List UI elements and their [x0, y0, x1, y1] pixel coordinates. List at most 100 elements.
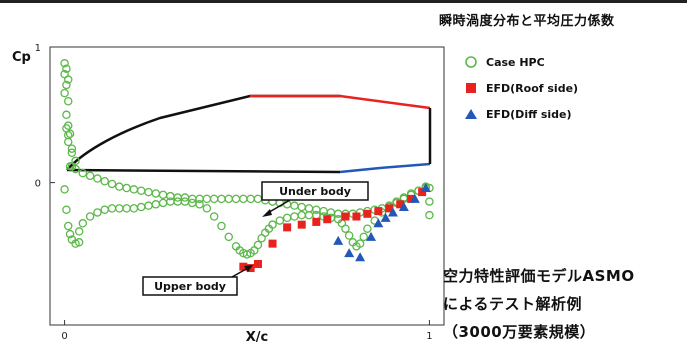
plot-frame — [49, 46, 445, 326]
case-hpc-point — [115, 182, 124, 191]
case-hpc-point — [209, 194, 219, 204]
under-body-label: Under body — [279, 185, 351, 198]
case-hpc-point — [63, 130, 73, 140]
case-hpc-point — [344, 231, 354, 240]
legend-label-efd-roof: EFD(Roof side) — [486, 81, 579, 95]
efd-diff-point — [355, 252, 366, 262]
case-hpc-point — [224, 232, 234, 242]
chart-annotations: Under body Upper body — [142, 181, 369, 296]
case-hpc-point — [231, 194, 241, 204]
case-hpc-point — [359, 232, 368, 242]
case-hpc-point — [71, 239, 80, 248]
case-hpc-point — [268, 220, 277, 229]
efd-roof-point — [253, 259, 262, 268]
efd-diff-point — [373, 218, 384, 228]
legend-label-case-hpc: Case HPC — [486, 55, 545, 69]
case-hpc-point — [62, 64, 71, 73]
case-hpc-point — [63, 137, 73, 147]
efd-roof-point — [341, 212, 350, 221]
case-hpc-point — [224, 194, 234, 204]
case-hpc-point — [158, 198, 168, 208]
case-hpc-point — [195, 200, 204, 209]
efd-roof-point — [363, 209, 372, 218]
efd-diff-point — [398, 202, 409, 212]
page-heading: 瞬時渦度分布と平均圧力係数 — [439, 14, 615, 29]
case-hpc-point — [290, 201, 299, 210]
case-hpc-point — [78, 168, 88, 178]
case-hpc-point — [85, 212, 95, 221]
case-hpc-point — [151, 189, 161, 198]
under-body-box — [261, 181, 369, 201]
upper-body-label: Upper body — [154, 280, 226, 293]
case-hpc-point — [144, 201, 153, 210]
case-hpc-point — [63, 221, 73, 231]
case-hpc-point — [297, 202, 306, 212]
legend-item-case-hpc: Case HPC — [462, 49, 578, 75]
case-hpc-point — [63, 96, 73, 106]
efd-roof-point — [407, 194, 416, 203]
case-hpc-point — [93, 208, 102, 217]
case-hpc-point — [65, 229, 75, 239]
x-axis-label: X/c — [246, 330, 268, 345]
open-circle-icon — [462, 55, 480, 69]
profile-roof-red — [250, 94, 431, 110]
caption-line-1: 空力特性評価モデルASMO — [443, 267, 635, 285]
case-hpc-point — [60, 88, 69, 98]
efd-roof-point — [297, 220, 306, 229]
case-hpc-point — [246, 194, 255, 204]
efd-roof-point — [374, 207, 383, 216]
x-tick-label: 1 — [426, 331, 432, 342]
filled-square-icon — [462, 81, 480, 95]
case-hpc-point — [78, 219, 88, 228]
case-hpc-point — [253, 194, 263, 204]
case-hpc-point — [253, 240, 263, 250]
case-hpc-point — [304, 210, 314, 220]
y-tick-label: 1 — [35, 43, 41, 54]
efd-diff-point — [366, 231, 377, 241]
case-hpc-point — [71, 164, 80, 174]
case-hpc-point — [355, 239, 365, 248]
case-hpc-point — [297, 210, 306, 220]
case-hpc-point — [107, 179, 117, 189]
case-hpc-point — [275, 216, 285, 225]
under-body-arrowhead — [262, 209, 272, 217]
case-hpc-point — [67, 148, 77, 158]
case-hpc-point — [202, 204, 212, 213]
case-hpc-point — [85, 171, 95, 181]
efd-diff-point — [409, 193, 420, 203]
case-hpc-point — [290, 212, 299, 221]
y-axis-label: Cp — [12, 50, 31, 65]
efd-diff-point — [380, 212, 391, 222]
case-hpc-point — [74, 227, 84, 236]
top-rule — [0, 0, 687, 3]
chart-marks — [60, 59, 434, 273]
case-hpc-point — [282, 213, 292, 223]
efd-roof-point — [396, 200, 405, 209]
case-hpc-point — [62, 80, 71, 90]
case-hpc-point — [242, 250, 252, 259]
profile-upper-black — [66, 94, 340, 171]
case-hpc-point — [122, 183, 131, 193]
efd-roof-point — [239, 262, 248, 271]
efd-diff-point — [333, 235, 344, 245]
efd-roof-point — [268, 239, 277, 248]
case-hpc-point — [209, 212, 219, 221]
case-hpc-point — [304, 204, 314, 213]
efd-roof-point — [352, 212, 361, 221]
case-hpc-point — [63, 75, 73, 84]
filled-triangle-icon — [462, 107, 480, 121]
case-hpc-point — [67, 144, 77, 153]
case-hpc-point — [74, 238, 84, 247]
efd-roof-point — [323, 215, 332, 224]
case-hpc-point — [122, 204, 131, 213]
body-profile-inset — [66, 94, 432, 174]
legend-label-efd-diff: EFD(Diff side) — [486, 107, 572, 121]
profile-under-black — [66, 168, 341, 174]
upper-body-leader — [231, 267, 249, 278]
case-hpc-point — [60, 59, 69, 68]
case-hpc-point — [144, 187, 153, 197]
efd-diff-point — [344, 248, 355, 258]
case-hpc-point — [60, 185, 69, 194]
case-hpc-point — [363, 224, 372, 233]
